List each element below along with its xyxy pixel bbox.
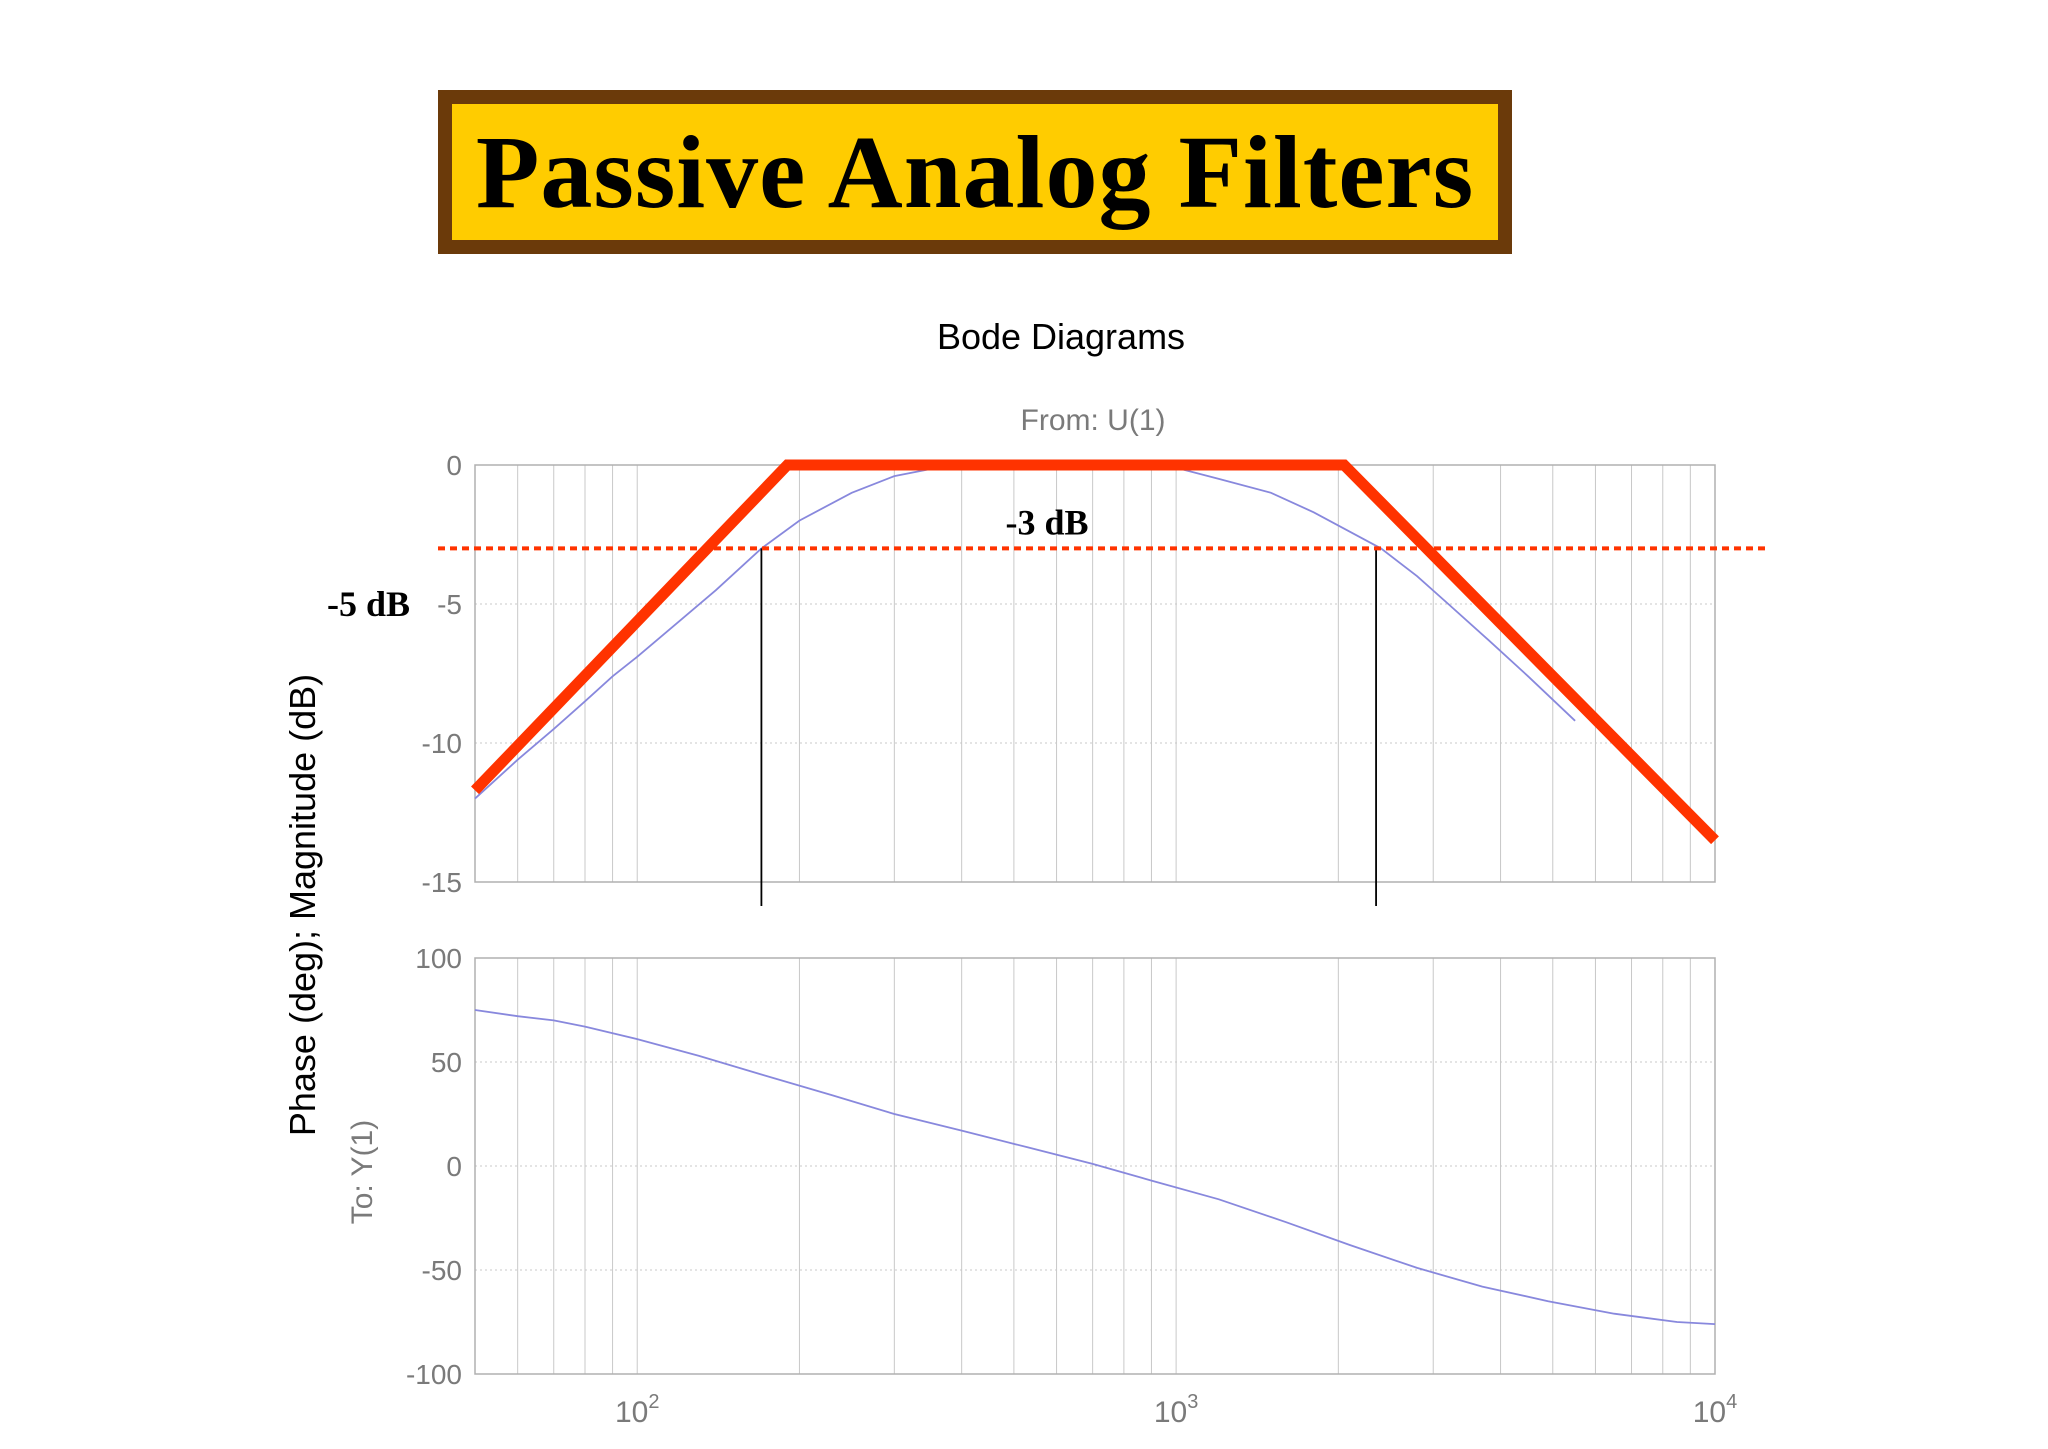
y-axis-label: Phase (deg); Magnitude (dB) [282,674,323,1136]
magnitude-y-tick-label: -10 [422,728,462,759]
phase-plot-frame [474,957,1716,1375]
phase-grid [475,957,1715,1375]
minus-3db-label: -3 dB [1005,502,1088,542]
phase-response-curve [474,1009,1716,1325]
magnitude-y-tick-label: 0 [446,450,462,481]
banner-title: Passive Analog Filters [475,114,1475,230]
phase-y-tick-label: -50 [422,1255,462,1286]
title-banner: Passive Analog Filters [438,90,1512,254]
magnitude-y-tick-label: -15 [422,867,462,898]
magnitude-grid [475,464,1715,883]
phase-y-tick-label: 100 [415,943,462,974]
cutoff-markers [760,548,1377,906]
phase-y-tick-label: 50 [431,1047,462,1078]
minus-5db-label: -5 dB [327,584,410,624]
to-label: To: Y(1) [346,1120,379,1225]
magnitude-y-tick-label: -5 [437,589,462,620]
phase-y-tick-label: -100 [406,1359,462,1390]
magnitude-y-ticks: 0 -5 -10 -15 [422,450,462,898]
from-label: From: U(1) [1021,404,1166,437]
magnitude-asymptote-line [471,459,1719,845]
x-tick-label: 103 [1154,1391,1199,1429]
x-ticks: 102 103 104 [615,1391,1737,1429]
phase-y-tick-label: 0 [446,1151,462,1182]
chart-title: Bode Diagrams [937,316,1185,357]
magnitude-plot-frame [474,464,1716,883]
phase-y-ticks: 100 50 0 -50 -100 [406,943,462,1390]
x-tick-label: 104 [1693,1391,1738,1429]
x-tick-label: 102 [615,1391,660,1429]
